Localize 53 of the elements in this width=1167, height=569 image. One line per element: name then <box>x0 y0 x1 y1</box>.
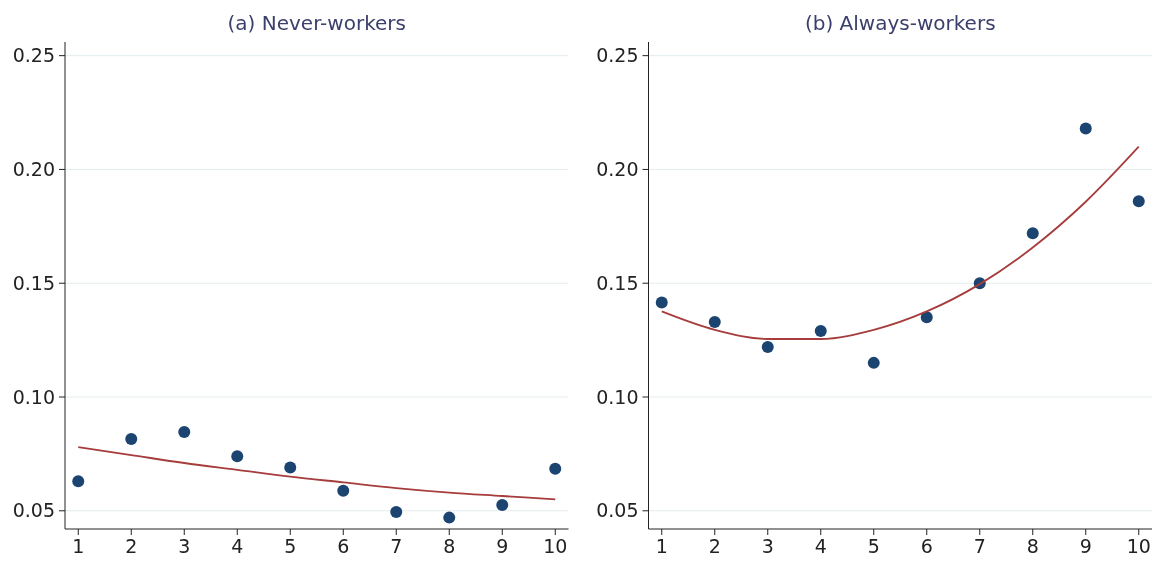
point <box>72 475 85 488</box>
point <box>1132 195 1145 208</box>
x-tick-label: 3 <box>178 535 191 557</box>
y-tick-label: 0.25 <box>596 44 639 67</box>
x-tick-label: 8 <box>1026 535 1039 557</box>
point <box>125 433 138 446</box>
point <box>443 511 456 524</box>
point <box>814 325 827 338</box>
x-tick-label: 9 <box>496 535 509 557</box>
x-tick-label: 10 <box>1126 535 1151 557</box>
x-tick-label: 2 <box>125 535 138 557</box>
point <box>655 296 668 309</box>
y-tick-label: 0.25 <box>12 44 55 67</box>
x-tick-label: 10 <box>543 535 568 557</box>
point <box>390 505 403 518</box>
y-tick-label: 0.10 <box>12 385 55 408</box>
x-tick-label: 7 <box>973 535 986 557</box>
x-tick-label: 3 <box>761 535 774 557</box>
point <box>231 450 244 463</box>
point <box>337 484 350 497</box>
y-tick-label: 0.20 <box>12 158 55 181</box>
y-tick-label: 0.15 <box>12 271 55 294</box>
x-tick-label: 4 <box>814 535 827 557</box>
x-tick-label: 5 <box>284 535 297 557</box>
x-tick-label: 4 <box>231 535 244 557</box>
chart-title: (a) Never-workers <box>227 11 406 35</box>
point <box>549 462 562 475</box>
x-tick-label: 9 <box>1079 535 1092 557</box>
point <box>1079 122 1092 135</box>
point <box>496 499 509 512</box>
point <box>178 426 191 439</box>
line-series <box>660 145 1140 340</box>
line-series <box>77 446 557 501</box>
point <box>867 356 880 369</box>
x-tick-label: 1 <box>72 535 85 557</box>
point <box>284 461 297 474</box>
point <box>1026 227 1039 240</box>
x-tick-label: 5 <box>867 535 880 557</box>
x-tick-label: 7 <box>390 535 403 557</box>
x-tick-label: 2 <box>708 535 721 557</box>
y-tick-label: 0.05 <box>12 499 55 522</box>
chart-title: (b) Always-workers <box>804 11 996 35</box>
y-tick-label: 0.20 <box>596 158 639 181</box>
point <box>761 340 774 353</box>
point <box>708 315 721 328</box>
y-tick-label: 0.10 <box>596 385 639 408</box>
x-tick-label: 6 <box>920 535 933 557</box>
point <box>920 311 933 324</box>
x-tick-label: 1 <box>655 535 668 557</box>
y-tick-label: 0.15 <box>596 271 639 294</box>
y-tick-label: 0.05 <box>596 499 639 522</box>
x-tick-label: 6 <box>337 535 350 557</box>
x-tick-label: 8 <box>443 535 456 557</box>
